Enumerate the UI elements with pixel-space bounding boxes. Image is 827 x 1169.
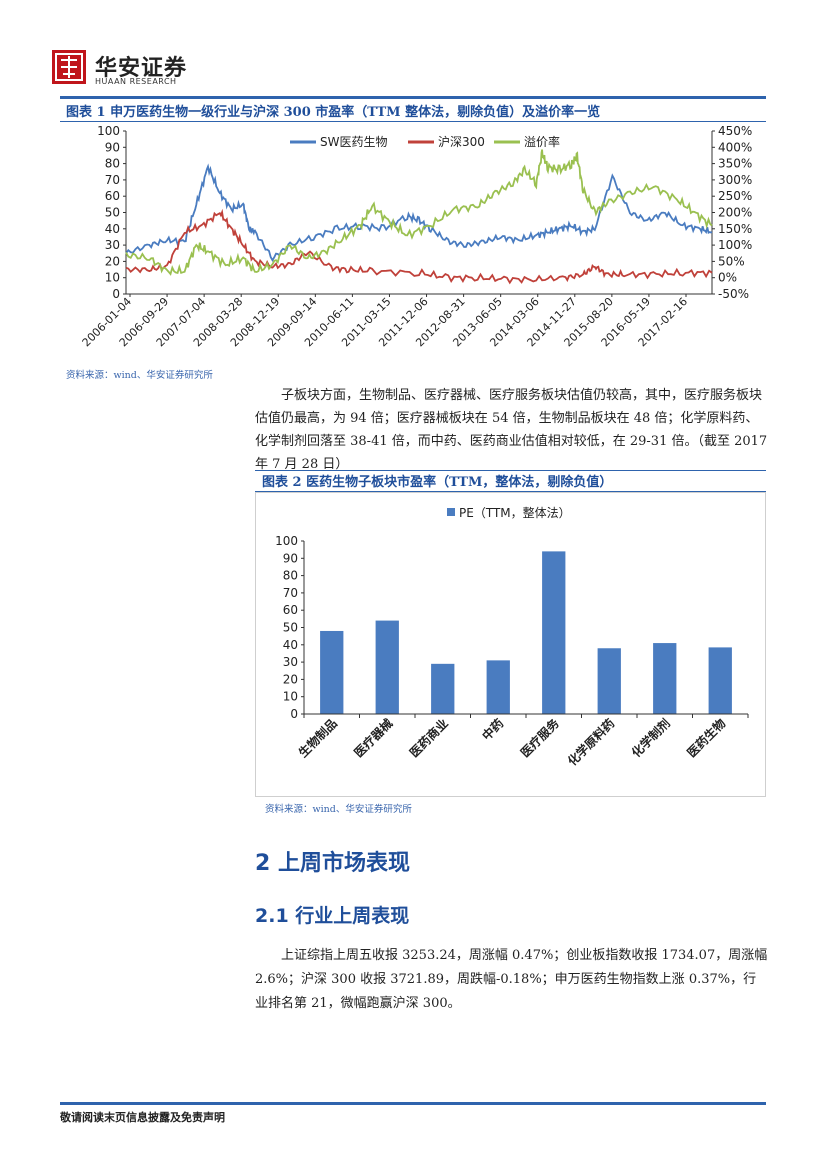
y2-tick-label: 400% [718,140,752,154]
x-tick-label: 生物制品 [295,716,340,761]
bar [542,551,566,714]
bar [431,663,455,714]
figure1-line-chart: 0 10 20 30 40 50 60 70 80 90 100 -50% 0% 50% 100% 150%… [80,124,753,349]
legend-swatch [447,508,455,516]
y-tick-label: 20 [283,672,298,686]
logo-subtext: HUAAN RESEARCH [95,77,177,86]
y-tick-label: 10 [105,271,120,285]
header-divider [60,96,766,99]
y-tick-label: 0 [112,287,120,301]
figure1-title-divider [60,121,766,122]
figure2-title: 图表 2 医药生物子板块市盈率（TTM，整体法，剔除负值） [262,475,613,490]
y2-tick-label: 0% [718,271,737,285]
figure1-source: 资料来源：wind、华安证券研究所 [66,370,213,381]
bar [320,630,344,714]
market-paragraph: 上证综指上周五收报 3253.24，周涨幅 0.47%；创业板指数收报 1734… [255,948,768,1011]
y-tick-label: 10 [283,690,298,704]
x-tick-label: 医疗器械 [351,716,396,761]
y2-tick-label: 150% [718,222,752,236]
y-tick-label: 30 [283,655,298,669]
y-tick-label: 60 [283,603,298,617]
y-tick-label: 60 [105,189,120,203]
y2-tick-label: 100% [718,238,752,252]
y-tick-label: 0 [290,707,298,721]
y2-tick-label: 200% [718,206,752,220]
y-tick-label: 100 [275,534,298,548]
y2-tick-label: 250% [718,189,752,203]
y-tick-label: 70 [283,586,298,600]
footer-disclaimer: 敬请阅读末页信息披露及免责声明 [60,1111,225,1124]
y-tick-label: 20 [105,254,120,268]
x-tick-label: 化学原料药 [564,716,617,769]
bar [597,648,621,714]
y-tick-label: 80 [283,569,298,583]
series-line-0 [125,163,713,262]
figure2-source: 资料来源：wind、华安证券研究所 [265,804,412,815]
y2-tick-label: -50% [718,287,749,301]
y-tick-label: 80 [105,157,120,171]
y2-tick-label: 50% [718,254,745,268]
y-tick-label: 100 [97,124,120,138]
legend-label: 沪深300 [438,135,485,149]
bar [653,643,677,714]
figure2-bar-chart: PE（TTM，整体法） 0102030405060708090100 生物制品医… [255,492,766,797]
body-paragraph: 子板块方面，生物制品、医疗器械、医疗服务板块估值仍较高，其中，医疗服务板块估值仍… [255,388,768,472]
logo-mark [52,50,86,84]
figure2-title-top-divider [255,470,766,471]
series-line-2 [125,149,713,276]
x-tick-label: 中药 [479,716,507,744]
y-tick-label: 40 [283,638,298,652]
bar [486,660,510,714]
series-line-1 [125,208,713,285]
section-heading: 2 上周市场表现 [255,851,410,876]
y2-tick-label: 300% [718,173,752,187]
y-tick-label: 90 [105,140,120,154]
x-tick-label: 医疗服务 [517,715,562,760]
logo-text: 华安证券 [95,55,188,81]
y-tick-label: 30 [105,238,120,252]
footer-divider [60,1102,766,1105]
y-tick-label: 70 [105,173,120,187]
legend-label: 溢价率 [524,134,560,149]
y-tick-label: 50 [283,621,298,635]
bar [375,620,399,714]
bar [708,647,732,714]
figure2-title-divider [255,491,766,492]
y-tick-label: 90 [283,551,298,565]
legend-label: PE（TTM，整体法） [459,505,571,520]
y-tick-label: 50 [105,206,120,220]
x-tick-label: 化学制剂 [628,716,673,761]
legend-label: SW医药生物 [320,135,387,149]
x-tick-label: 医药商业 [406,716,451,761]
y2-tick-label: 450% [718,124,752,138]
y-tick-label: 40 [105,222,120,236]
subsection-heading: 2.1 行业上周表现 [255,905,410,927]
figure1-title: 图表 1 申万医药生物一级行业与沪深 300 市盈率（TTM 整体法，剔除负值）… [66,105,601,120]
y2-tick-label: 350% [718,157,752,171]
x-tick-label: 医药生物 [684,716,729,761]
